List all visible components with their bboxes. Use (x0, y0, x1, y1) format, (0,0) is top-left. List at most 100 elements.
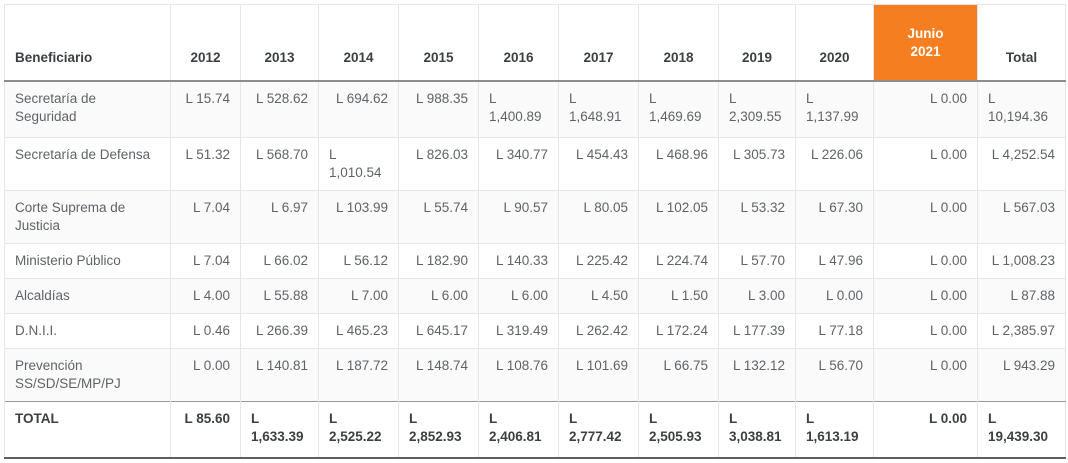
value-cell: L 2,309.55 (718, 80, 796, 138)
table-header: Beneficiario 2012 2013 2014 2015 2016 20… (4, 4, 1066, 82)
value-cell: L 319.49 (478, 313, 559, 349)
table-row-alcaldias: Alcaldías L 4.00 L 55.88 L 7.00 L 6.00 L… (4, 278, 1066, 314)
value-cell: L 7.04 (170, 190, 241, 244)
row-label: Secretaría de Defensa (4, 137, 171, 191)
value-cell: L 56.12 (318, 243, 399, 279)
column-header-beneficiario: Beneficiario (4, 4, 171, 82)
value-cell-total: L 943.29 (977, 348, 1066, 402)
total-value-cell: L 2,406.81 (478, 401, 559, 459)
value-cell: L 1,137.99 (795, 80, 874, 138)
value-cell: L 4.50 (558, 278, 639, 314)
total-value-cell: L 1,613.19 (795, 401, 874, 459)
total-value-cell: L 3,038.81 (718, 401, 796, 459)
value-cell: L 182.90 (398, 243, 479, 279)
table-row-total: TOTAL L 85.60 L 1,633.39 L 2,525.22 L 2,… (4, 401, 1066, 459)
total-value-cell: L 2,505.93 (638, 401, 719, 459)
column-header-2012: 2012 (170, 4, 241, 82)
table-row-secretaria-de-defensa: Secretaría de Defensa L 51.32 L 568.70 L… (4, 137, 1066, 191)
value-cell: L 66.02 (240, 243, 319, 279)
column-header-2016: 2016 (478, 4, 559, 82)
column-header-junio-2021-highlighted: Junio 2021 (873, 4, 978, 82)
value-cell-total: L 4,252.54 (977, 137, 1066, 191)
total-value-cell: L 1,633.39 (240, 401, 319, 459)
value-cell: L 988.35 (398, 80, 479, 138)
value-cell-junio: L 0.00 (873, 313, 978, 349)
value-cell: L 4.00 (170, 278, 241, 314)
column-header-2015: 2015 (398, 4, 479, 82)
value-cell-junio: L 0.00 (873, 348, 978, 402)
value-cell: L 226.06 (795, 137, 874, 191)
value-cell: L 7.00 (318, 278, 399, 314)
row-label: Alcaldías (4, 278, 171, 314)
value-cell-junio: L 0.00 (873, 243, 978, 279)
value-cell-junio: L 0.00 (873, 278, 978, 314)
value-cell: L 568.70 (240, 137, 319, 191)
junio-2021-label: Junio 2021 (907, 25, 944, 59)
column-header-2019: 2019 (718, 4, 796, 82)
value-cell: L 468.96 (638, 137, 719, 191)
value-cell: L 140.33 (478, 243, 559, 279)
value-cell: L 454.43 (558, 137, 639, 191)
value-cell: L 224.74 (638, 243, 719, 279)
total-value-cell-grand: L 19,439.30 (977, 401, 1066, 459)
column-header-2013: 2013 (240, 4, 319, 82)
value-cell-total: L 2,385.97 (977, 313, 1066, 349)
value-cell: L 262.42 (558, 313, 639, 349)
beneficiary-disbursement-table: Beneficiario 2012 2013 2014 2015 2016 20… (4, 4, 1066, 459)
value-cell: L 55.74 (398, 190, 479, 244)
value-cell: L 0.00 (795, 278, 874, 314)
value-cell: L 57.70 (718, 243, 796, 279)
value-cell: L 266.39 (240, 313, 319, 349)
value-cell-total: L 10,194.36 (977, 80, 1066, 138)
value-cell: L 15.74 (170, 80, 241, 138)
value-cell-total: L 87.88 (977, 278, 1066, 314)
total-value-cell: L 2,525.22 (318, 401, 399, 459)
value-cell: L 6.00 (478, 278, 559, 314)
header-row: Beneficiario 2012 2013 2014 2015 2016 20… (4, 4, 1066, 82)
value-cell: L 340.77 (478, 137, 559, 191)
value-cell-junio: L 0.00 (873, 137, 978, 191)
value-cell: L 645.17 (398, 313, 479, 349)
value-cell: L 56.70 (795, 348, 874, 402)
total-value-cell: L 2,852.93 (398, 401, 479, 459)
value-cell: L 67.30 (795, 190, 874, 244)
value-cell-junio: L 0.00 (873, 190, 978, 244)
column-header-2018: 2018 (638, 4, 719, 82)
value-cell: L 172.24 (638, 313, 719, 349)
value-cell: L 47.96 (795, 243, 874, 279)
value-cell: L 148.74 (398, 348, 479, 402)
value-cell: L 6.00 (398, 278, 479, 314)
value-cell: L 140.81 (240, 348, 319, 402)
value-cell: L 1,648.91 (558, 80, 639, 138)
value-cell: L 102.05 (638, 190, 719, 244)
value-cell-total: L 1,008.23 (977, 243, 1066, 279)
value-cell: L 305.73 (718, 137, 796, 191)
table-row-dnii: D.N.I.I. L 0.46 L 266.39 L 465.23 L 645.… (4, 313, 1066, 349)
table-row-prevencion: Prevención SS/SD/SE/MP/PJ L 0.00 L 140.8… (4, 348, 1066, 402)
column-header-2017: 2017 (558, 4, 639, 82)
value-cell: L 187.72 (318, 348, 399, 402)
value-cell: L 132.12 (718, 348, 796, 402)
column-header-2014: 2014 (318, 4, 399, 82)
total-value-cell-junio: L 0.00 (873, 401, 978, 459)
value-cell: L 528.62 (240, 80, 319, 138)
value-cell-total: L 567.03 (977, 190, 1066, 244)
value-cell: L 53.32 (718, 190, 796, 244)
value-cell: L 1,469.69 (638, 80, 719, 138)
value-cell: L 177.39 (718, 313, 796, 349)
row-label: D.N.I.I. (4, 313, 171, 349)
value-cell: L 66.75 (638, 348, 719, 402)
value-cell: L 103.99 (318, 190, 399, 244)
value-cell: L 7.04 (170, 243, 241, 279)
value-cell: L 694.62 (318, 80, 399, 138)
value-cell: L 80.05 (558, 190, 639, 244)
column-header-2020: 2020 (795, 4, 874, 82)
table-row-ministerio-publico: Ministerio Público L 7.04 L 66.02 L 56.1… (4, 243, 1066, 279)
value-cell: L 1,400.89 (478, 80, 559, 138)
value-cell: L 0.00 (170, 348, 241, 402)
value-cell-junio: L 0.00 (873, 80, 978, 138)
value-cell: L 465.23 (318, 313, 399, 349)
value-cell: L 90.57 (478, 190, 559, 244)
value-cell: L 77.18 (795, 313, 874, 349)
